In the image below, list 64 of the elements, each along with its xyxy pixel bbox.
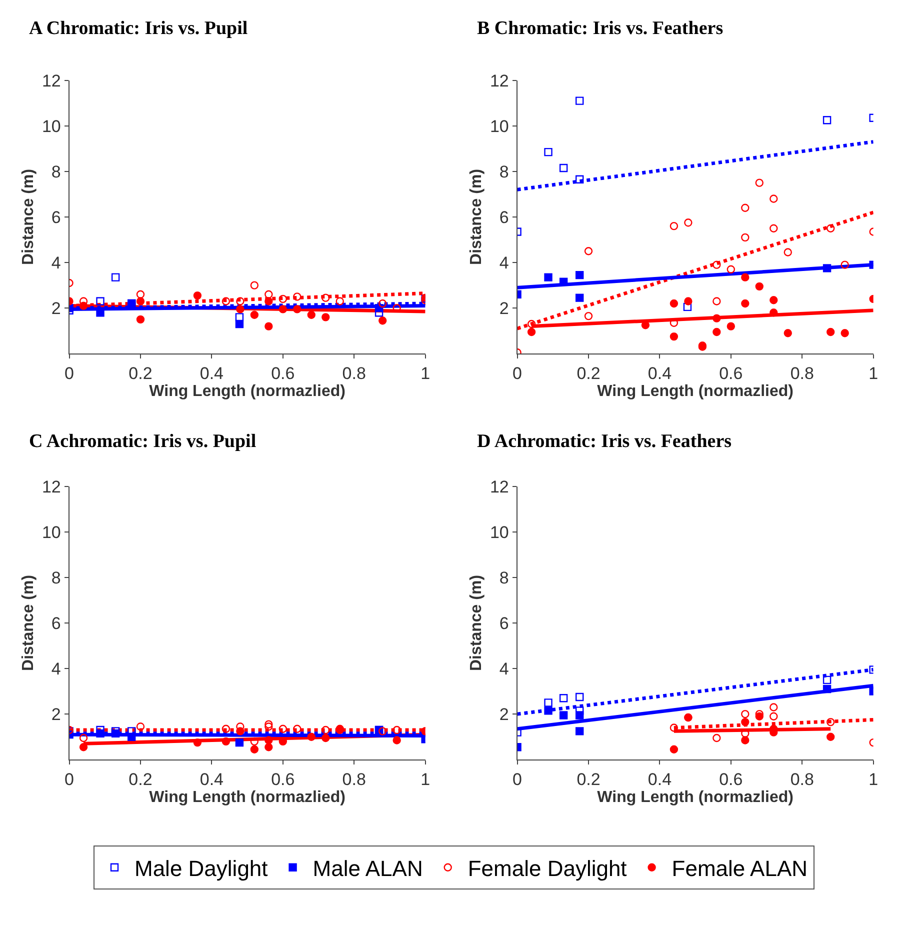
x-tick-label: 1 [868, 770, 878, 790]
y-tick-label: 2 [499, 705, 509, 724]
y-tick-label: 10 [490, 522, 509, 542]
y-axis-title: Distance (m) [20, 168, 37, 265]
y-tick-label: 2 [51, 705, 61, 724]
x-tick-label: 0 [512, 770, 522, 790]
x-tick-label: 0.6 [271, 770, 295, 790]
x-tick-label: 0.4 [648, 770, 672, 790]
x-tick-label: 0.2 [128, 770, 152, 790]
chart-title: A Chromatic: Iris vs. Pupil [29, 18, 248, 39]
chart-title: B Chromatic: Iris vs. Feathers [477, 18, 724, 39]
legend-label: Female ALAN [672, 856, 808, 881]
legend-label: Female Daylight [468, 856, 627, 881]
x-axis-title: Wing Length (normazlied) [149, 383, 346, 400]
x-tick-label: 0.2 [576, 364, 600, 384]
x-tick-label: 0.2 [576, 770, 600, 790]
y-axis-title: Distance (m) [468, 168, 485, 265]
y-tick-label: 4 [51, 659, 61, 678]
y-tick-label: 8 [51, 162, 61, 182]
y-tick-label: 12 [490, 477, 509, 496]
y-tick-label: 12 [490, 71, 509, 90]
x-tick-label: 1 [420, 364, 430, 384]
legend-label: Male Daylight [134, 856, 268, 881]
y-tick-label: 12 [42, 71, 61, 90]
x-tick-label: 0.2 [128, 364, 152, 384]
x-tick-label: 0.8 [790, 770, 814, 790]
chart-title: D Achromatic: Iris vs. Feathers [477, 431, 732, 452]
y-axis-title: Distance (m) [468, 574, 485, 671]
y-tick-label: 4 [499, 659, 509, 678]
x-tick-label: 1 [868, 364, 878, 384]
y-tick-label: 10 [42, 522, 61, 542]
x-tick-label: 0.8 [342, 770, 366, 790]
x-tick-label: 0.6 [719, 364, 743, 384]
x-tick-label: 0.4 [648, 364, 672, 384]
y-tick-label: 2 [51, 299, 61, 318]
x-tick-label: 0.4 [200, 364, 224, 384]
y-tick-label: 8 [51, 568, 61, 588]
x-tick-label: 0.6 [719, 770, 743, 790]
y-tick-label: 6 [499, 208, 509, 227]
y-tick-label: 10 [490, 116, 509, 136]
y-tick-label: 8 [499, 162, 509, 182]
x-tick-label: 0.4 [200, 770, 224, 790]
y-tick-label: 4 [51, 253, 61, 272]
y-tick-label: 2 [499, 299, 509, 318]
y-tick-label: 6 [499, 614, 509, 633]
y-tick-label: 4 [499, 253, 509, 272]
x-axis-title: Wing Length (normazlied) [597, 789, 794, 806]
x-tick-label: 0.8 [790, 364, 814, 384]
legend-label: Male ALAN [312, 856, 423, 881]
y-tick-label: 10 [42, 116, 61, 136]
y-axis-title: Distance (m) [20, 574, 37, 671]
x-tick-label: 0.8 [342, 364, 366, 384]
x-tick-label: 1 [420, 770, 430, 790]
y-tick-label: 8 [499, 568, 509, 588]
y-tick-label: 6 [51, 614, 61, 633]
x-axis-title: Wing Length (normazlied) [597, 383, 794, 400]
x-axis-title: Wing Length (normazlied) [149, 789, 346, 806]
x-tick-label: 0 [64, 770, 74, 790]
y-tick-label: 6 [51, 208, 61, 227]
x-tick-label: 0 [64, 364, 74, 384]
x-tick-label: 0.6 [271, 364, 295, 384]
y-tick-label: 12 [42, 477, 61, 496]
x-tick-label: 0 [512, 364, 522, 384]
chart-title: C Achromatic: Iris vs. Pupil [29, 431, 256, 452]
